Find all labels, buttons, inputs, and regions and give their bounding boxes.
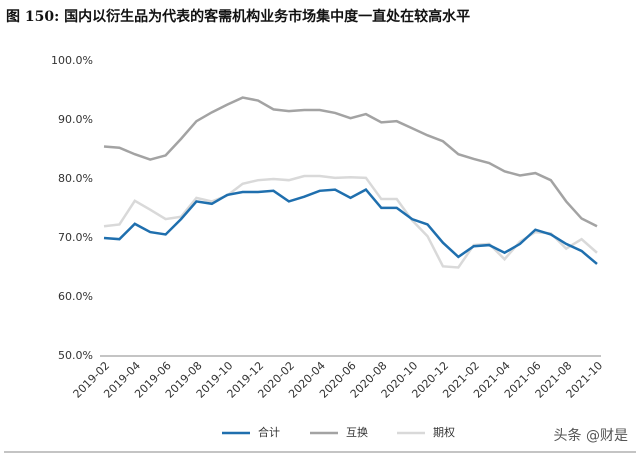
legend-label: 互换: [346, 425, 368, 439]
legend-label: 合计: [258, 425, 280, 439]
y-tick-label: 100.0%: [51, 54, 93, 67]
y-tick-label: 80.0%: [58, 172, 93, 185]
watermark: 头条 @财是: [554, 427, 628, 444]
y-tick-label: 90.0%: [58, 113, 93, 126]
y-tick-label: 50.0%: [58, 349, 93, 362]
series-line: [103, 96, 598, 228]
series-line: [103, 188, 598, 265]
y-tick-label: 70.0%: [58, 231, 93, 244]
y-tick-label: 60.0%: [58, 290, 93, 303]
legend-label: 期权: [433, 426, 455, 439]
chart-title: 图 150: 国内以衍生品为代表的客需机构业务市场集中度一直处在较高水平: [6, 8, 470, 25]
